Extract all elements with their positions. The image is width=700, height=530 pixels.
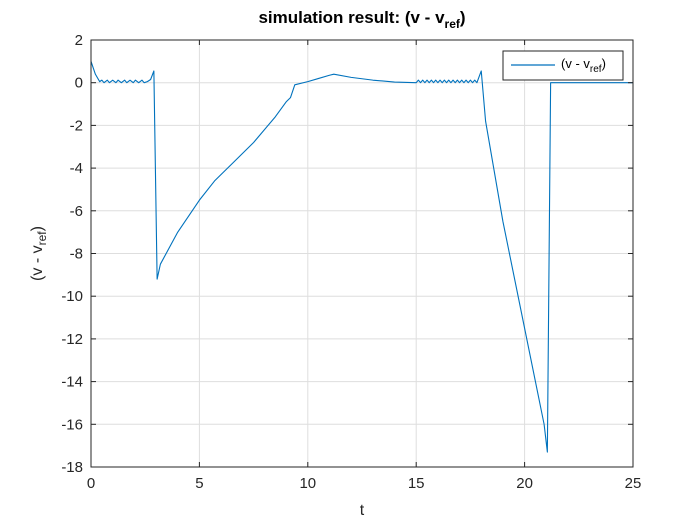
- x-axis-label: t: [360, 502, 365, 519]
- legend-label-main: (v - v: [561, 56, 590, 71]
- y-tick-label: -8: [70, 246, 83, 263]
- y-tick-label: -2: [70, 117, 83, 134]
- y-tick-label: -10: [61, 288, 83, 305]
- y-tick-label: -12: [61, 331, 83, 348]
- y-tick-label: -4: [70, 160, 83, 177]
- chart-title-suffix: ): [460, 8, 466, 27]
- x-tick-label: 20: [516, 475, 533, 492]
- series-line: [90, 61, 633, 453]
- legend-label-suffix: ): [602, 56, 606, 71]
- x-tick-label: 25: [625, 475, 642, 492]
- grid-lines: [91, 40, 633, 467]
- y-tick-label: -16: [61, 416, 83, 433]
- series-layer: [90, 61, 633, 453]
- y-axis-label: (v - vref): [29, 226, 49, 281]
- legend-label: (v - vref): [561, 56, 606, 75]
- y-axis-label-subscript: ref: [35, 231, 49, 246]
- legend: (v - vref): [502, 50, 624, 81]
- legend-label-subscript: ref: [590, 64, 602, 75]
- chart-title-subscript: ref: [445, 17, 461, 31]
- chart-title: simulation result: (v - vref): [258, 8, 465, 31]
- x-tick-label: 5: [195, 475, 203, 492]
- x-tick-label: 15: [408, 475, 425, 492]
- y-tick-label: -6: [70, 203, 83, 220]
- y-axis-label-main: (v - v: [29, 245, 46, 281]
- y-axis-label-suffix: ): [29, 226, 46, 231]
- x-tick-label: 0: [87, 475, 95, 492]
- y-tick-label: 2: [75, 32, 83, 49]
- chart-title-main: simulation result: (v - v: [258, 8, 445, 27]
- y-tick-label: 0: [75, 75, 83, 92]
- y-tick-label: -14: [61, 374, 83, 391]
- y-tick-label: -18: [61, 459, 83, 476]
- x-tick-label: 10: [299, 475, 316, 492]
